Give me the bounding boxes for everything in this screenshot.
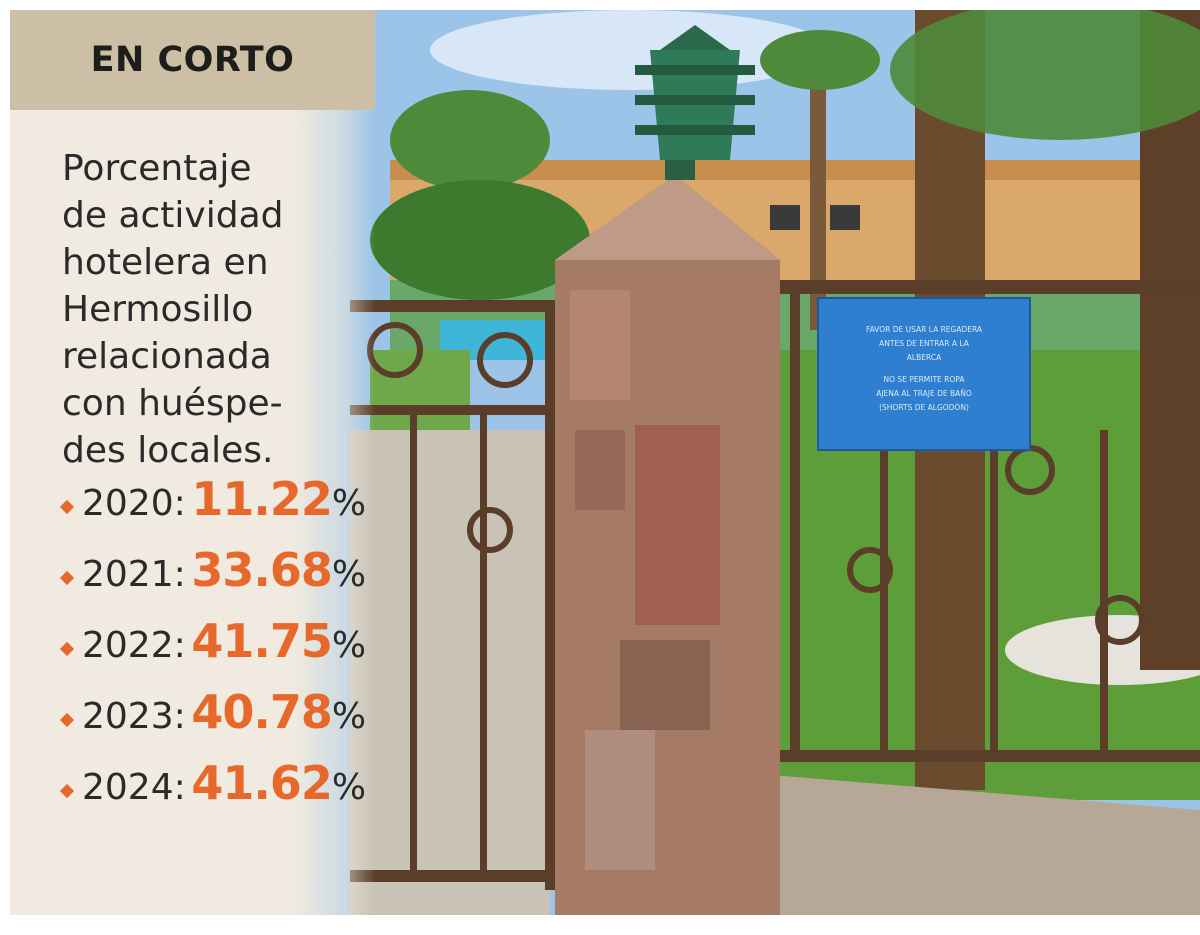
header-band: EN CORTO [10,10,375,110]
stat-year: 2020: [82,483,186,524]
description-line: relacionada [62,336,272,377]
description: Porcentaje de actividad hotelera en Herm… [62,145,352,474]
stat-year: 2023: [82,696,186,737]
stat-year: 2024: [82,767,186,808]
description-line: des locales. [62,430,274,471]
sign-line-1: FAVOR DE USAR LA REGADERA [866,325,983,334]
sign-line-4: NO SE PERMITE ROPA [884,375,966,384]
diamond-bullet-icon [59,641,75,656]
stat-unit: % [331,483,367,524]
stat-year: 2021: [82,554,186,595]
stat-row-2021: 2021: 33.68% [59,543,366,614]
description-line: de actividad [62,195,284,236]
info-panel: EN CORTO Porcentaje de actividad hoteler… [10,10,375,915]
diamond-bullet-icon [59,712,75,727]
diamond-bullet-icon [59,499,75,514]
stat-unit: % [331,554,367,595]
description-line: con huéspe- [62,383,283,424]
stat-row-2022: 2022: 41.75% [59,614,366,685]
sign-line-3: ALBERCA [907,353,942,362]
diamond-bullet-icon [59,570,75,585]
description-line: Hermosillo [62,289,254,330]
stat-year: 2022: [82,625,186,666]
sign-line-6: (SHORTS DE ALGODÓN) [879,403,969,412]
hotel-pool-gate-photo: FAVOR DE USAR LA REGADERA ANTES DE ENTRA… [10,10,1200,915]
stat-value: 40.78 [191,685,333,739]
sign-line-2: ANTES DE ENTRAR A LA [879,339,970,348]
stats-list: 2020: 11.22% 2021: 33.68% 2022: 41.75% 2… [59,472,366,827]
stat-unit: % [331,625,367,666]
stat-value: 11.22 [191,472,333,526]
stat-value: 41.62 [191,756,333,810]
stat-unit: % [331,696,367,737]
stat-row-2020: 2020: 11.22% [59,472,366,543]
stat-unit: % [331,767,367,808]
stat-value: 41.75 [191,614,333,668]
description-line: Porcentaje [62,148,252,189]
stat-row-2024: 2024: 41.62% [59,756,366,827]
diamond-bullet-icon [59,783,75,798]
stat-row-2023: 2023: 40.78% [59,685,366,756]
stat-value: 33.68 [191,543,333,597]
panel-title: EN CORTO [90,40,295,80]
sign-line-5: AJENA AL TRAJE DE BAÑO [876,389,972,398]
description-line: hotelera en [62,242,269,283]
